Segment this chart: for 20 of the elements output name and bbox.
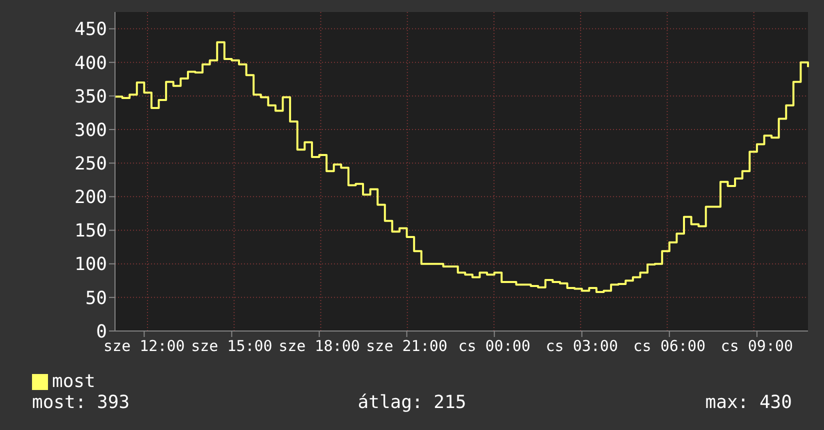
x-tick-label: cs 03:00 bbox=[546, 337, 618, 355]
y-tick-label: 250 bbox=[74, 153, 107, 174]
y-tick-label: 450 bbox=[74, 19, 107, 40]
y-tick-label: 350 bbox=[74, 86, 107, 108]
y-tick-label: 200 bbox=[74, 187, 107, 208]
text: átlag: 215 bbox=[358, 392, 466, 413]
x-tick-label: cs 09:00 bbox=[720, 337, 794, 355]
x-tick-label: sze 21:00 bbox=[366, 337, 448, 355]
x-tick-label: cs 00:00 bbox=[458, 337, 530, 355]
text: most: 393 bbox=[32, 392, 130, 413]
y-tick-label: 150 bbox=[74, 220, 107, 242]
y-tick-label: 100 bbox=[74, 254, 107, 276]
legend-label: most bbox=[52, 371, 96, 392]
text: max: 430 bbox=[705, 392, 792, 413]
x-tick-label: sze 15:00 bbox=[191, 337, 272, 355]
x-tick-label: cs 06:00 bbox=[633, 337, 706, 355]
y-tick-label: 400 bbox=[74, 52, 107, 74]
y-tick-label: 300 bbox=[74, 120, 107, 141]
y-tick-label: 50 bbox=[85, 288, 107, 309]
x-tick-label: sze 18:00 bbox=[278, 337, 360, 355]
